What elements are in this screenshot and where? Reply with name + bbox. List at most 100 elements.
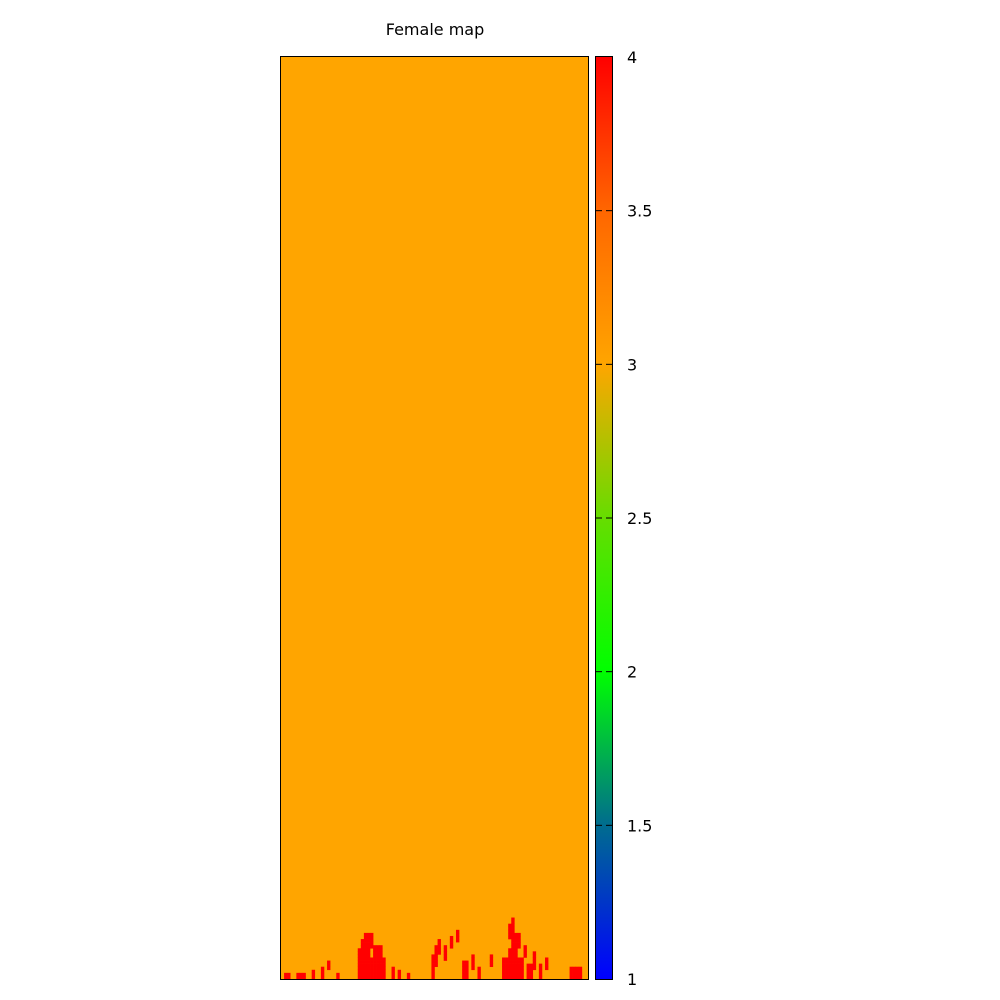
heatmap-cell — [502, 960, 506, 964]
heatmap-cell — [514, 935, 518, 940]
heatmap-cell — [360, 960, 365, 964]
heatmap-cell — [376, 966, 380, 971]
heatmap-cell — [569, 966, 573, 971]
heatmap-cell — [360, 963, 365, 967]
heatmap-cell — [366, 966, 371, 971]
heatmap-cell — [360, 972, 365, 977]
heatmap-cell — [517, 966, 521, 971]
heatmap-cell — [299, 975, 303, 980]
heatmap-cell — [373, 960, 377, 964]
heatmap-cell — [376, 945, 380, 949]
heatmap-cell — [360, 954, 365, 958]
heatmap-cell — [336, 975, 340, 980]
heatmap-cell — [545, 960, 549, 964]
heatmap-cell — [514, 942, 518, 946]
heatmap-cell — [514, 939, 518, 943]
heatmap-cell — [471, 966, 475, 971]
heatmap-cell — [489, 963, 494, 967]
heatmap-cell — [373, 975, 377, 980]
heatmap-cell — [449, 942, 454, 946]
heatmap-cell — [370, 963, 374, 967]
heatmap-cell — [502, 957, 506, 961]
heatmap-cell — [532, 954, 537, 958]
heatmap-cell — [455, 929, 460, 934]
heatmap-cell — [575, 975, 580, 980]
heatmap-cell — [471, 957, 475, 961]
heatmap-cell — [511, 926, 515, 931]
heatmap-cell — [462, 972, 466, 977]
heatmap-cell — [376, 975, 380, 980]
heatmap-cell — [455, 932, 460, 937]
heatmap-cell — [538, 966, 543, 971]
heatmap-cell — [575, 969, 580, 974]
heatmap-cell — [357, 954, 362, 958]
heatmap-cell — [462, 969, 466, 974]
colorbar-tick-label: 2 — [627, 663, 637, 682]
colorbar: 1 1.5 2 2.5 3 3.5 4 — [595, 48, 652, 989]
heatmap-cell — [370, 939, 374, 943]
heatmap-cell — [370, 966, 374, 971]
heatmap-cell — [382, 957, 386, 961]
heatmap-cell — [363, 954, 368, 958]
heatmap-cell — [517, 963, 521, 967]
heatmap-cell — [373, 966, 377, 971]
heatmap-cell — [366, 942, 371, 946]
heatmap-cell — [376, 951, 380, 955]
heatmap-cell — [287, 975, 291, 980]
heatmap-cell — [379, 963, 383, 967]
heatmap-cell — [514, 966, 518, 971]
heatmap-cell — [357, 963, 362, 967]
heatmap-cell — [360, 948, 365, 952]
heatmap-cell — [443, 948, 448, 952]
heatmap-cell — [376, 957, 380, 961]
heatmap-cell — [511, 932, 515, 937]
heatmap-cell — [455, 935, 460, 940]
heatmap-cell — [327, 963, 331, 967]
heatmap-background-field — [281, 57, 588, 979]
heatmap-cell — [366, 954, 371, 958]
heatmap-cell — [514, 957, 518, 961]
heatmap-cell — [520, 975, 524, 980]
heatmap-cell — [370, 957, 374, 961]
heatmap-cell — [578, 969, 583, 974]
heatmap-cell — [431, 969, 435, 974]
heatmap-cell — [532, 951, 537, 955]
heatmap-cell — [538, 969, 543, 974]
heatmap-cell — [572, 972, 577, 977]
heatmap-cell — [514, 960, 518, 964]
heatmap-cell — [455, 939, 460, 943]
heatmap-cell — [437, 939, 441, 943]
heatmap-cell — [363, 969, 368, 974]
heatmap-cell — [471, 963, 475, 967]
heatmap-cell — [489, 954, 494, 958]
heatmap-cell — [443, 945, 448, 949]
heatmap-cell — [523, 948, 527, 952]
heatmap-cell — [366, 957, 371, 961]
heatmap-cell — [363, 966, 368, 971]
heatmap-cell — [391, 969, 395, 974]
heatmap-cell — [391, 975, 395, 980]
heatmap-cell — [302, 972, 306, 977]
heatmap-cell — [572, 975, 577, 980]
heatmap-cell — [508, 957, 512, 961]
heatmap-cell — [511, 966, 515, 971]
heatmap-cell — [382, 975, 386, 980]
heatmap-cell — [511, 951, 515, 955]
heatmap-cell — [382, 960, 386, 964]
heatmap-cell — [523, 951, 527, 955]
heatmap-cell — [373, 972, 377, 977]
heatmap-cell — [370, 935, 374, 940]
heatmap-cell — [514, 932, 518, 937]
heatmap-cell — [373, 945, 377, 949]
heatmap-cell — [370, 975, 374, 980]
heatmap-cell — [376, 948, 380, 952]
heatmap-cell — [538, 963, 543, 967]
heatmap-cell — [284, 972, 288, 977]
heatmap-cell — [449, 935, 454, 940]
heatmap-cell — [575, 972, 580, 977]
heatmap-cell — [462, 963, 466, 967]
heatmap-cell — [538, 972, 543, 977]
colorbar-frame — [595, 56, 613, 980]
heatmap-cell — [366, 972, 371, 977]
heatmap-cell — [434, 954, 438, 958]
